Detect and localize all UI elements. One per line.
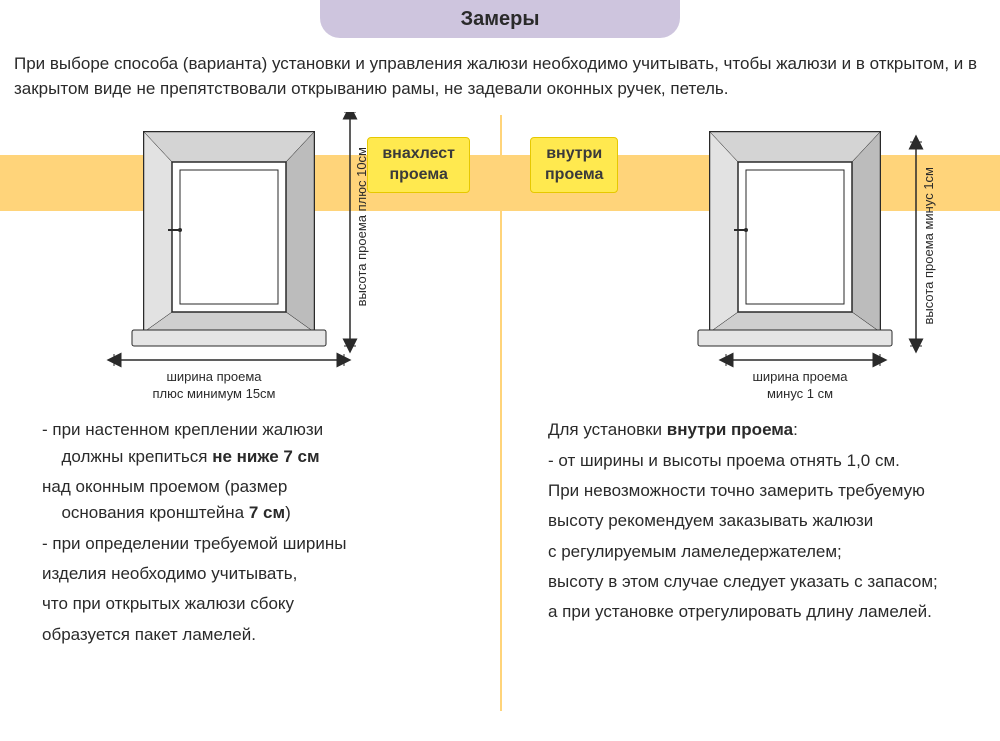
description-overlap: - при настенном креплении жалюзи должны … [34, 417, 460, 652]
column-inside: внутри проема высота проема минус 1см ши… [500, 107, 986, 727]
height-label-inside: высота проема минус 1см [921, 167, 936, 325]
diagram-inside [620, 112, 940, 392]
option-label-overlap: внахлест проема [367, 137, 470, 193]
column-overlap: внахлест проема высота проема плюс 10см … [14, 107, 500, 727]
option-label-line2: проема [545, 165, 603, 186]
column-divider [500, 115, 502, 711]
height-label-overlap: высота проема плюс 10см [354, 147, 369, 306]
intro-text: При выборе способа (варианта) установки … [0, 38, 1000, 107]
diagram-overlap [54, 112, 374, 392]
option-label-inside: внутри проема [530, 137, 618, 193]
option-label-line1: внахлест [382, 144, 455, 165]
description-inside: Для установки внутри проема: - от ширины… [540, 417, 976, 629]
page-title: Замеры [320, 0, 680, 38]
width-label-inside: ширина проема минус 1 см [720, 369, 880, 403]
option-label-line1: внутри [545, 144, 603, 165]
title-text: Замеры [461, 8, 540, 31]
width-label-overlap: ширина проема плюс минимум 15см [134, 369, 294, 403]
option-label-line2: проема [382, 165, 455, 186]
window-svg-overlap [54, 112, 374, 392]
window-svg-inside [620, 112, 940, 392]
